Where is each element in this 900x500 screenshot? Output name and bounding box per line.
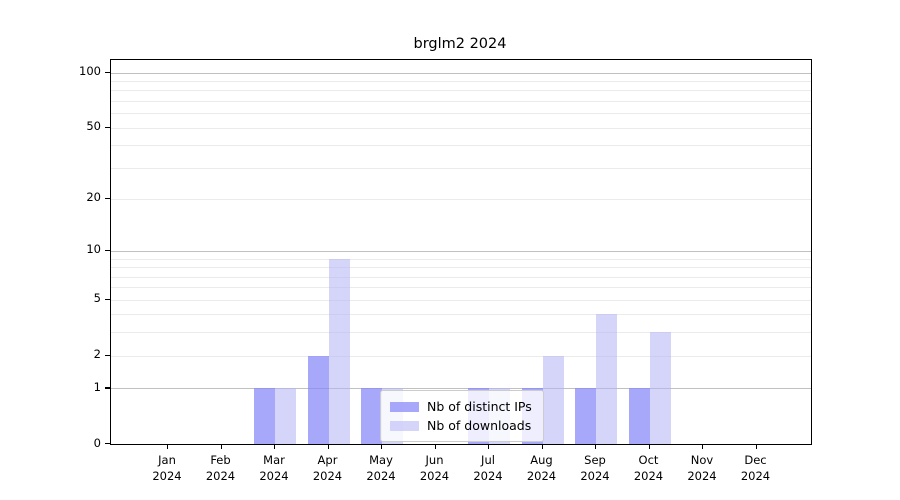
bar-downloads	[275, 388, 296, 444]
y-axis-tick	[105, 443, 110, 445]
x-axis-tick-label: Aug 2024	[526, 453, 557, 483]
gridline-minor	[111, 332, 811, 334]
x-axis-tick	[541, 444, 543, 450]
x-axis-tick	[327, 444, 329, 450]
x-axis-tick	[381, 444, 383, 450]
plot-area: Nb of distinct IPs Nb of downloads	[110, 59, 812, 445]
bar-downloads	[328, 258, 350, 444]
chart-title: brglm2 2024	[413, 36, 507, 52]
y-axis-tick-label: 100	[79, 64, 101, 78]
y-axis-tick	[105, 298, 110, 301]
legend: Nb of distinct IPs Nb of downloads	[380, 390, 544, 442]
x-axis-tick	[488, 444, 490, 450]
gridline-minor	[111, 100, 811, 102]
x-axis-tick	[702, 444, 704, 450]
x-axis-tick	[755, 444, 757, 450]
gridline-minor	[111, 299, 811, 301]
y-axis-tick-label: 10	[86, 242, 101, 257]
x-axis-tick-label: Apr 2024	[312, 453, 343, 483]
x-axis-tick-label: Mar 2024	[259, 453, 289, 483]
x-axis-tick-label: Jul 2024	[473, 453, 503, 483]
y-axis-tick	[105, 249, 110, 252]
x-axis-tick	[595, 444, 597, 450]
x-axis-tick	[220, 444, 222, 450]
x-axis-tick-label: Jun 2024	[419, 453, 450, 483]
legend-swatch-distinct-ips	[390, 401, 419, 412]
x-axis-tick-label: Oct 2024	[633, 453, 664, 483]
x-axis-tick-label: Sep 2024	[580, 453, 610, 483]
y-axis-tick-label: 50	[86, 119, 101, 133]
legend-label: Nb of distinct IPs	[427, 399, 532, 414]
x-axis-tick-label: Feb 2024	[205, 453, 236, 483]
gridline-minor	[111, 276, 811, 278]
gridline-minor	[111, 314, 811, 316]
bar-downloads	[542, 355, 564, 444]
x-axis-tick-label: Jan 2024	[152, 453, 182, 483]
y-axis-tick	[105, 126, 110, 128]
bar-distinct-ips	[575, 388, 596, 444]
legend-item: Nb of downloads	[390, 416, 535, 435]
gridline-minor	[111, 113, 811, 115]
gridline-minor	[111, 145, 811, 147]
gridline-minor	[111, 267, 811, 269]
gridline-minor	[111, 90, 811, 92]
gridline-minor	[111, 198, 811, 200]
gridline-minor	[111, 127, 811, 129]
x-axis-tick	[274, 444, 276, 450]
gridline-minor	[111, 287, 811, 289]
y-axis-tick-label: 20	[86, 190, 101, 205]
gridline-major	[111, 388, 811, 390]
y-axis-tick-label: 1	[93, 379, 101, 394]
bar-distinct-ips	[628, 388, 650, 444]
y-axis-tick-label: 2	[93, 347, 101, 362]
y-axis-tick	[105, 354, 110, 356]
gridline-minor	[111, 258, 811, 260]
legend-swatch-downloads	[390, 420, 419, 431]
bar-downloads	[596, 314, 617, 444]
gridline-major	[111, 72, 811, 74]
x-axis-tick	[648, 444, 650, 450]
gridline-minor	[111, 167, 811, 169]
y-axis-tick-label: 0	[93, 435, 101, 450]
x-axis-tick	[434, 444, 436, 450]
gridline-major	[111, 250, 811, 252]
gridline-minor	[111, 355, 811, 357]
x-axis-tick-label: Dec 2024	[740, 453, 771, 483]
bar-distinct-ips	[307, 355, 329, 444]
bar-distinct-ips	[254, 388, 275, 444]
bar-downloads	[649, 332, 671, 444]
bar-distinct-ips	[361, 388, 382, 444]
y-axis-tick	[105, 71, 110, 73]
y-axis-tick	[105, 387, 110, 389]
legend-label: Nb of downloads	[427, 418, 532, 433]
y-axis-tick-label: 5	[93, 291, 101, 306]
gridline-minor	[111, 80, 811, 82]
x-axis-tick	[167, 444, 169, 450]
x-axis-tick-label: May 2024	[366, 453, 396, 483]
legend-item: Nb of distinct IPs	[390, 397, 535, 416]
y-axis-tick	[105, 197, 110, 200]
x-axis-tick-label: Nov 2024	[687, 453, 717, 483]
